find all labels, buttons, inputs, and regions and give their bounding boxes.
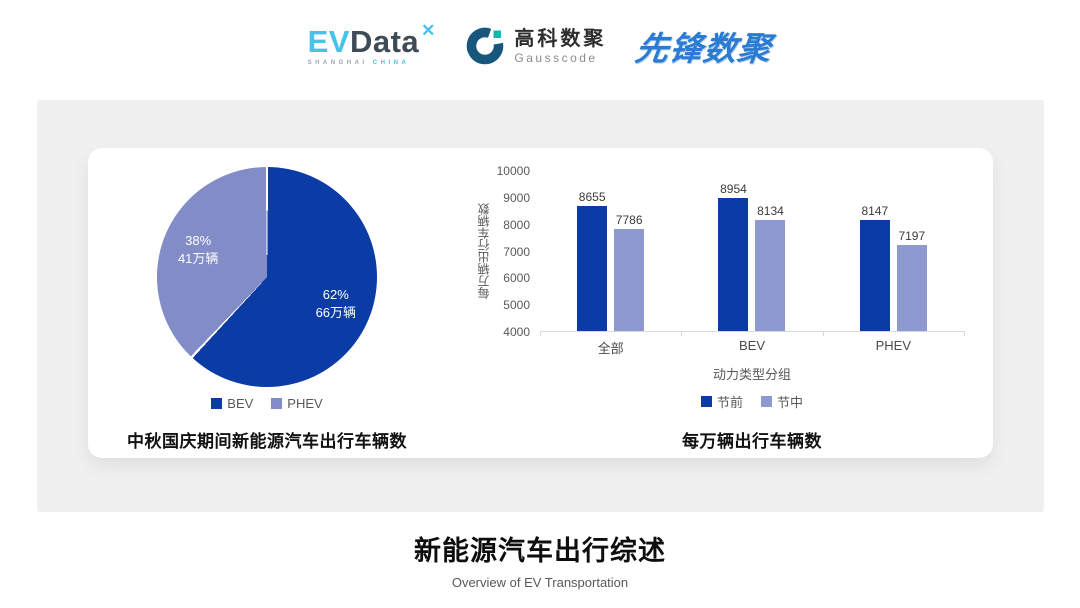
bar-plot-area: 8655 7786 8954 8134 8147 7197 全部 BEV PHEV 动力类型分… xyxy=(540,171,965,452)
evdata-subtext: SHANGHAI CHINA xyxy=(308,60,410,66)
pie-slice-percent: 38% xyxy=(185,232,212,248)
bar-group-全部: 8655 7786 xyxy=(540,171,681,331)
x-axis-tick-mark xyxy=(540,331,541,336)
legend-item-节前: 节前 xyxy=(700,392,743,411)
gausscode-text: 高科数聚 Gausscode xyxy=(514,28,606,65)
gausscode-en-text: Gausscode xyxy=(514,50,598,65)
x-category-BEV: BEV xyxy=(738,338,765,353)
y-tick-4000: 4000 xyxy=(503,325,530,339)
pie-chart: 62% 66万辆 38% 41万辆 xyxy=(157,167,377,387)
bar-节前-PHEV xyxy=(859,219,890,331)
y-axis-label: 每万辆出行车辆数 xyxy=(477,203,491,300)
y-tick-7000: 7000 xyxy=(503,244,530,259)
evdata-logo: EV Data ✕ SHANGHAI CHINA xyxy=(307,22,436,66)
y-tick-6000: 6000 xyxy=(503,271,530,286)
legend-swatch xyxy=(700,396,712,407)
legend-label: 节前 xyxy=(716,395,743,410)
bar-wrap: 8147 xyxy=(859,203,890,331)
gausscode-cn-text: 高科数聚 xyxy=(514,27,607,50)
x-axis-categories: 全部 BEV PHEV xyxy=(540,338,964,357)
bar-value-label: 8954 xyxy=(720,182,747,197)
bar-wrap: 8134 xyxy=(755,204,786,331)
bar-节中-PHEV xyxy=(896,245,927,331)
pie-chart-title: 中秋国庆期间新能源汽车出行车辆数 xyxy=(127,432,407,451)
y-axis-ticks: 4000 5000 6000 7000 8000 9000 10000 xyxy=(492,165,540,338)
bar-value-label: 8134 xyxy=(757,204,784,219)
pie-slice-value: 41万辆 xyxy=(177,250,219,266)
y-tick-5000: 5000 xyxy=(503,298,530,313)
page-title: 新能源汽车出行综述 xyxy=(414,536,666,566)
legend-item-PHEV: PHEV xyxy=(271,396,323,411)
content-panel: 62% 66万辆 38% 41万辆 BEV PHEV 中秋国庆期间新能源汽车出行车辆数 … xyxy=(37,100,1044,512)
bar-value-label: 7197 xyxy=(898,229,926,244)
legend-swatch xyxy=(271,398,283,409)
bar-value-label: 8147 xyxy=(861,203,889,218)
legend-label: BEV xyxy=(227,396,254,411)
legend-swatch xyxy=(761,396,772,407)
bar-chart: 每万辆出行车辆数 4000 5000 6000 7000 8000 9000 10000 8… xyxy=(475,165,965,452)
legend-item-节中: 节中 xyxy=(761,392,803,411)
pie-slice-value: 66万辆 xyxy=(315,305,357,321)
pie-legend: BEV PHEV xyxy=(211,396,323,411)
bar-节中-全部 xyxy=(614,229,645,331)
bar-value-label: 8655 xyxy=(578,190,606,205)
bar-wrap: 8954 xyxy=(718,182,749,331)
x-axis-tick-mark xyxy=(964,331,965,336)
x-axis-tick-mark xyxy=(681,331,683,336)
pie-graphic xyxy=(157,167,377,387)
legend-item-BEV: BEV xyxy=(211,396,253,411)
bar-wrap: 7197 xyxy=(896,229,927,331)
bar-wrap: 7786 xyxy=(614,213,645,331)
bar-section: 每万辆出行车辆数 4000 5000 6000 7000 8000 9000 10000 8… xyxy=(446,148,993,458)
x-axis-label: 动力类型分组 xyxy=(712,367,791,382)
x-category-全部: 全部 xyxy=(597,341,624,356)
legend-label: 节中 xyxy=(777,395,804,410)
bar-节前-全部 xyxy=(577,206,608,331)
gausscode-g-icon xyxy=(467,27,504,65)
evdata-shanghai-text: SHANGHAI xyxy=(307,60,368,66)
bar-legend: 节前 节中 xyxy=(700,392,803,411)
gausscode-logo: 高科数聚 Gausscode xyxy=(465,26,606,66)
bar-plot: 8655 7786 8954 8134 8147 7197 xyxy=(540,171,965,336)
evdata-data-text: Data xyxy=(349,24,420,59)
pinwheel-x-icon: ✕ xyxy=(421,21,436,40)
pie-section: 62% 66万辆 38% 41万辆 BEV PHEV 中秋国庆期间新能源汽车出行车辆数 xyxy=(88,148,446,458)
pie-slice-label-BEV: 62% 66万辆 xyxy=(316,286,356,322)
bar-group-PHEV: 8147 7197 xyxy=(823,171,964,331)
y-tick-9000: 9000 xyxy=(503,190,530,205)
bar-value-label: 7786 xyxy=(615,213,643,228)
bar-wrap: 8655 xyxy=(577,190,608,331)
evdata-ev-text: EV xyxy=(307,24,350,59)
bar-chart-title: 每万辆出行车辆数 xyxy=(682,432,822,451)
page-subtitle: Overview of EV Transportation xyxy=(451,575,629,590)
x-axis-tick-mark xyxy=(822,331,824,336)
header-logos: EV Data ✕ SHANGHAI CHINA 高科数聚 Gausscode … xyxy=(0,22,1080,70)
legend-label: PHEV xyxy=(287,396,323,411)
bar-节前-BEV xyxy=(718,198,749,331)
charts-card: 62% 66万辆 38% 41万辆 BEV PHEV 中秋国庆期间新能源汽车出行车辆数 … xyxy=(88,148,993,458)
y-tick-8000: 8000 xyxy=(503,217,530,232)
xianfeng-shuju-logo: 先锋数聚 xyxy=(633,30,775,67)
legend-swatch xyxy=(211,398,223,409)
pie-slice-label-PHEV: 38% 41万辆 xyxy=(178,232,218,268)
y-tick-10000: 10000 xyxy=(496,164,530,178)
footer: 新能源汽车出行综述 Overview of EV Transportation xyxy=(0,529,1080,590)
evdata-china-text: CHINA xyxy=(372,60,410,66)
x-category-PHEV: PHEV xyxy=(875,338,912,353)
bar-group-BEV: 8954 8134 xyxy=(681,171,822,331)
bar-节中-BEV xyxy=(755,220,786,331)
evdata-wordmark: EV Data ✕ xyxy=(307,22,436,59)
pie-slice-percent: 62% xyxy=(322,287,349,303)
